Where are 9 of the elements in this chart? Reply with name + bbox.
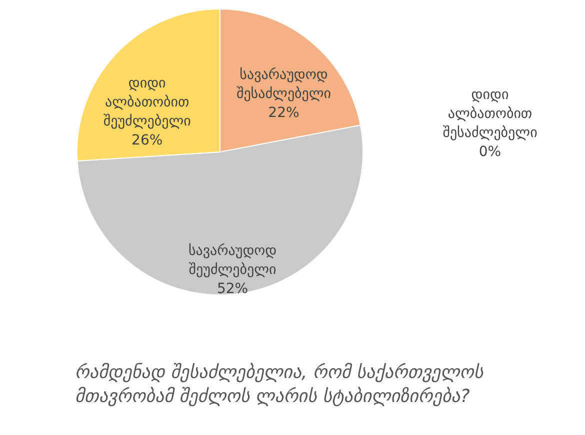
data-label: 22% [268,104,300,121]
data-label: 52% [216,281,248,298]
slice-label: სავარაუდოდ შესაძლებელი [236,66,332,102]
slice-label: დიდი ალბათობით შეუძლებელი [103,76,191,130]
text: რამდენად შესაძლებელია, რომ საქართველოს მთავრობამ შეძლოს ლარის სტაბილიზირება? [75,362,484,407]
data-label: 26% [132,132,163,149]
text: 0% [478,144,502,160]
category-label: დიდი ალბათობით შესაძლებელი [442,87,538,141]
slice-label: სავარაუდოდ შეუძლებელი [188,243,277,278]
